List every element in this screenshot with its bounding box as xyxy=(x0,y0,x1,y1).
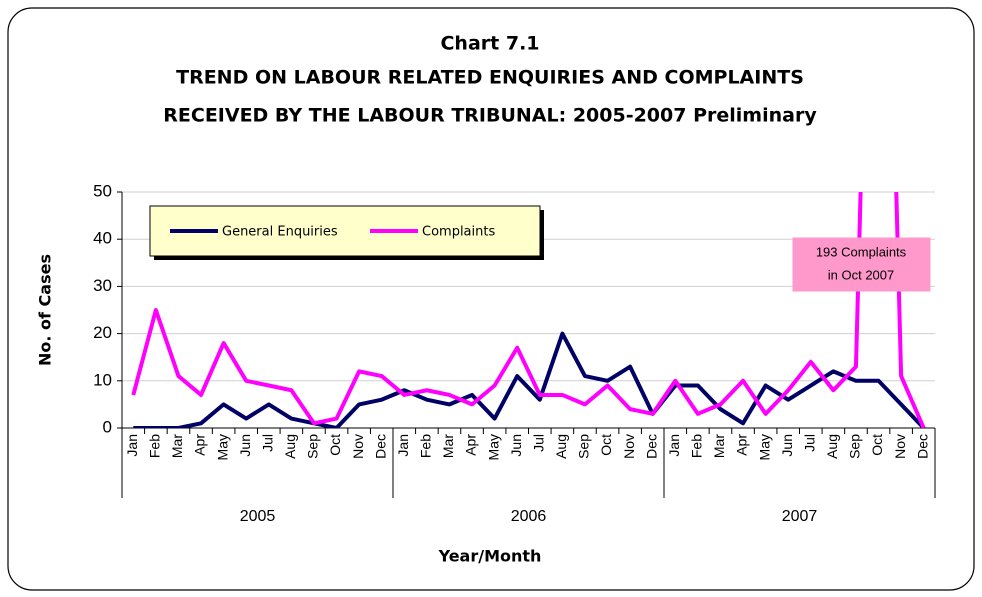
x-tick-label: Apr xyxy=(192,434,208,456)
plot xyxy=(131,192,926,428)
series-line xyxy=(131,192,926,428)
annotation: 193 Complaints xyxy=(816,244,907,259)
x-tick-label: Jul xyxy=(259,434,275,452)
annotation-box xyxy=(792,237,931,292)
x-tick-label: Mar xyxy=(440,434,456,458)
x-tick-label: Oct xyxy=(327,434,343,456)
chart-subtitle: RECEIVED BY THE LABOUR TRIBUNAL: 2005-20… xyxy=(163,105,817,127)
x-tick-label: May xyxy=(214,434,230,460)
x-tick-label: Dec xyxy=(372,434,388,459)
overlay: General Enquiries Complaints 193 Complaint… xyxy=(149,205,931,292)
x-tick-label: Apr xyxy=(463,434,479,456)
x-tick-label: May xyxy=(756,434,772,460)
chart-title: Chart 7.1 xyxy=(440,33,539,55)
x-tick-label: Oct xyxy=(598,434,614,456)
x-axis-title: Year/Month xyxy=(438,547,542,566)
y-tick-label: 20 xyxy=(93,323,112,342)
group-label: 2007 xyxy=(782,508,818,525)
group-label: 2005 xyxy=(240,508,276,525)
group-label: 2006 xyxy=(511,508,547,525)
legend-label: Complaints xyxy=(422,225,495,240)
x-tick-label: Oct xyxy=(869,434,885,456)
y-tick-label: 0 xyxy=(103,417,112,436)
chart-subtitle: TREND ON LABOUR RELATED ENQUIRIES AND CO… xyxy=(176,67,804,89)
y-tick-label: 50 xyxy=(93,181,112,200)
x-tick-label: Feb xyxy=(689,434,705,458)
legend-label: General Enquiries xyxy=(222,225,338,240)
y-tick-label: 10 xyxy=(93,370,112,389)
x-tick-label: Mar xyxy=(711,434,727,458)
x-tick-label: Jun xyxy=(508,434,524,457)
x-tick-label: Feb xyxy=(147,434,163,458)
x-tick-label: Jul xyxy=(801,434,817,452)
grid: 0 10 20 30 40 50 Jan Feb Mar Apr May Jun Jul Aug Sep Oc… xyxy=(93,181,936,525)
x-tick-label: Sep xyxy=(576,434,592,459)
x-tick-label: Jan xyxy=(395,434,411,457)
x-tick-label: Aug xyxy=(824,434,840,459)
x-tick-label: Aug xyxy=(282,434,298,459)
x-tick-label: Sep xyxy=(847,434,863,459)
x-tick-label: Dec xyxy=(643,434,659,459)
y-axis-title: No. of Cases xyxy=(36,254,55,366)
x-tick-label: Dec xyxy=(914,434,930,459)
series-line xyxy=(133,331,926,428)
x-tick-label: Jul xyxy=(530,434,546,452)
frame xyxy=(7,7,975,591)
annotation: in Oct 2007 xyxy=(828,267,895,282)
x-tick-label: Jan xyxy=(666,434,682,457)
x-tick-label: Jun xyxy=(779,434,795,457)
y-tick-label: 30 xyxy=(93,276,112,295)
y-tick-label: 40 xyxy=(93,229,112,248)
x-tick-label: Sep xyxy=(305,434,321,459)
x-tick-label: Nov xyxy=(621,434,637,459)
x-tick-label: Mar xyxy=(169,434,185,458)
x-tick-label: Aug xyxy=(553,434,569,459)
x-tick-label: Apr xyxy=(734,434,750,456)
x-tick-label: Nov xyxy=(892,434,908,459)
x-tick-label: Feb xyxy=(418,434,434,458)
x-tick-label: Jan xyxy=(124,434,140,457)
x-tick-label: May xyxy=(485,434,501,460)
x-tick-label: Jun xyxy=(237,434,253,457)
x-tick-label: Nov xyxy=(350,434,366,459)
